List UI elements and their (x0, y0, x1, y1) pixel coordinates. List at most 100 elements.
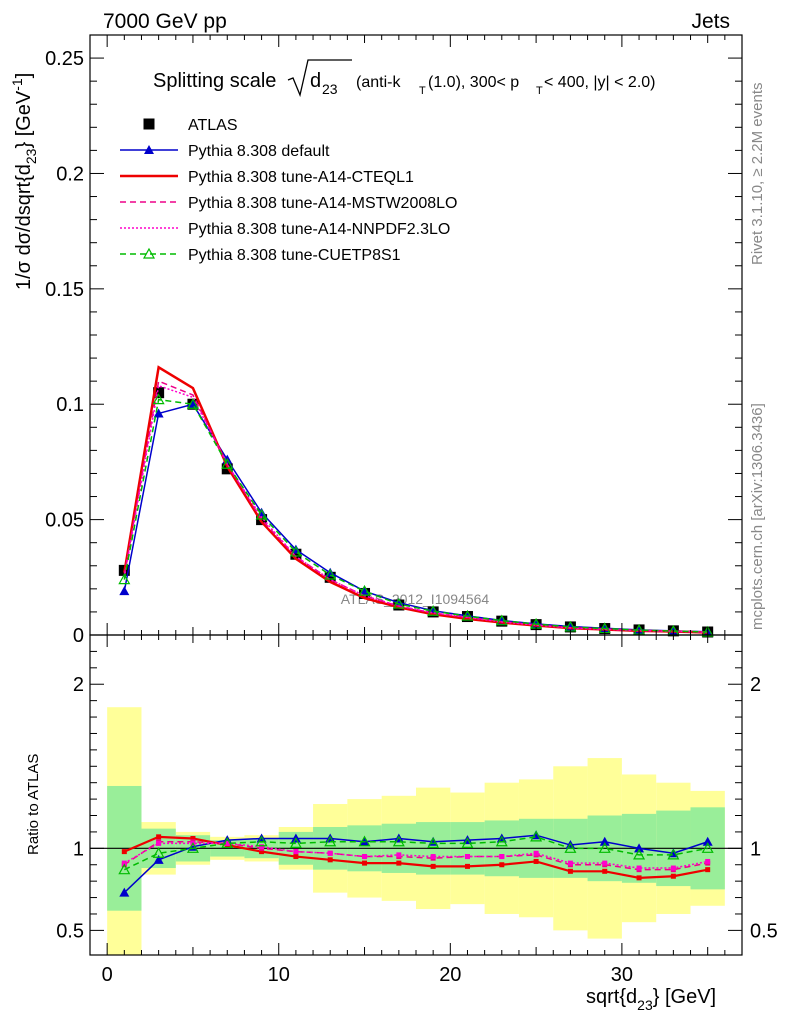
ratio-series-1-point (636, 875, 642, 881)
mcplots-label: mcplots.cern.ch [arXiv:1306.3436] (749, 403, 766, 630)
main-series-0-point (290, 548, 302, 560)
main-series-5-point (495, 614, 508, 626)
ratio-series-3-point (464, 854, 470, 860)
legend-label: Pythia 8.308 tune-A14-CTEQL1 (188, 169, 414, 186)
ratio-series-1-point (567, 868, 573, 874)
x-tick-label: 30 (611, 964, 633, 986)
svg-text:23: 23 (322, 81, 338, 97)
main-series-5-point (427, 604, 440, 616)
ratio-series-4-point (598, 842, 611, 853)
title-rest2-sub: T (536, 85, 543, 97)
ylabel-sup: -1 (9, 78, 25, 91)
svg-text:(1.0), 300< p: (1.0), 300< p (428, 74, 519, 91)
main-series-5-point (186, 397, 199, 409)
ratio-y-tick-label-right: 0.5 (750, 920, 778, 942)
ratio-series-1-point (327, 857, 333, 863)
ratio-panel: 0 10 20 30 0.5 0.5 1 1 2 2 (56, 634, 778, 986)
ratio-series-0-line (123, 834, 708, 894)
ratio-series-4-point (358, 835, 371, 847)
ratio-y-tick-label-right: 2 (750, 674, 761, 696)
x-tick-label: 0 (102, 964, 113, 986)
title-sqrt-d: d (310, 70, 321, 92)
ratio-series-4-point (152, 847, 165, 858)
y-tick-label: 0.25 (45, 48, 84, 70)
ylabel-sub: 23 (23, 148, 39, 164)
legend-label: Pythia 8.308 tune-A14-MSTW2008LO (188, 195, 457, 212)
ratio-series-1-point (259, 849, 265, 855)
main-series-0-point (153, 387, 165, 399)
y-tick-label: 0.05 (45, 510, 84, 532)
ratio-series-4-point (701, 842, 714, 853)
svg-text:(anti-k: (anti-k (356, 74, 401, 91)
ratio-y-tick-label-right: 1 (750, 838, 761, 860)
y-tick-label: 0.2 (56, 163, 84, 185)
legend-swatch-marker (143, 118, 155, 130)
ratio-series-1-point (190, 835, 196, 841)
ratio-series-4-point (118, 863, 131, 875)
ratio-series-1-point (464, 863, 470, 869)
xlabel-part1: sqrt{d (586, 986, 637, 1008)
ratio-series-3-point (430, 854, 436, 860)
legend-label: Pythia 8.308 tune-A14-NNPDF2.3LO (188, 221, 450, 238)
main-series-1-point (153, 408, 164, 418)
ratio-series-4-point (495, 835, 508, 847)
svg-text:T: T (536, 85, 543, 97)
ratio-series-1-point (499, 862, 505, 868)
ratio-series-4-point (633, 848, 646, 860)
ratio-series-3-point (156, 840, 162, 846)
legend-entry: Pythia 8.308 tune-A14-NNPDF2.3LO (120, 221, 450, 238)
ratio-series-4-point (392, 835, 405, 847)
ratio-series-3-point (327, 850, 333, 856)
ratio-series-0-point (153, 854, 164, 864)
ratio-series-3-point (567, 860, 573, 866)
ylabel-mid: } [GeV (13, 90, 35, 148)
main-series-5-point (221, 457, 234, 469)
ylabel-end: ] (13, 73, 35, 79)
svg-text:1/σ dσ/dsqrt{d23} [GeV-1]: 1/σ dσ/dsqrt{d23} [GeV-1] (9, 73, 39, 290)
main-series-5-point (324, 568, 337, 580)
header-right: Jets (691, 10, 730, 33)
legend-swatch-marker (144, 145, 154, 154)
ratio-series-3-point (670, 865, 676, 871)
legend-label: Pythia 8.308 default (188, 143, 330, 160)
title-rest2: (1.0), 300< p (428, 74, 519, 91)
svg-text:T: T (419, 85, 426, 97)
ratio-series-4-point (186, 842, 199, 853)
ratio-series-3-point (602, 860, 608, 866)
ratio-series-1-point (293, 854, 299, 860)
xlabel-end: } [GeV] (653, 986, 716, 1008)
ratio-series-3-point (259, 844, 265, 850)
main-series-5-line (123, 398, 708, 633)
svg-text:sqrt{d23} [GeV]: sqrt{d23} [GeV] (586, 986, 716, 1013)
legend-label: ATLAS (188, 117, 238, 134)
ratio-series-1-point (533, 858, 539, 864)
ratio-y-tick-label: 0.5 (56, 920, 84, 942)
main-series-5-point (255, 508, 268, 520)
legend-entry: Pythia 8.308 tune-A14-MSTW2008LO (120, 195, 457, 212)
svg-text:< 400, |y| < 2.0): < 400, |y| < 2.0) (544, 74, 656, 91)
ratio-ylabel: Ratio to ATLAS (25, 754, 42, 855)
ratio-series-3-line (123, 842, 708, 869)
ratio-series-3-point (293, 849, 299, 855)
header-left: 7000 GeV pp (103, 10, 227, 33)
x-tick-label: 20 (439, 964, 461, 986)
ratio-series-4-point (461, 837, 474, 849)
main-series-5-point (118, 573, 131, 585)
main-series-5-point (358, 584, 371, 596)
plot-title: Splitting scale d 23 (anti-k T (1.0), 30… (153, 59, 656, 98)
main-series-0-point (324, 571, 336, 583)
svg-text:Splitting scale: Splitting scale (153, 70, 276, 92)
ratio-series-4-point (427, 837, 440, 849)
ratio-series-1-point (430, 863, 436, 869)
ratio-y-tick-label: 1 (73, 838, 84, 860)
legend-entry: Pythia 8.308 tune-A14-CTEQL1 (120, 169, 414, 186)
main-series-1-point (359, 586, 370, 596)
ratio-series-4-line (123, 836, 708, 871)
ratio-series-4-point (221, 837, 234, 849)
ratio-y-tick-label: 2 (73, 674, 84, 696)
ratio-series-0-point (702, 836, 713, 846)
title-rest3: < 400, |y| < 2.0) (544, 74, 656, 91)
y-tick-label: 0 (73, 625, 84, 647)
ratio-series-1-point (670, 873, 676, 879)
ratio-series-3-point (396, 852, 402, 858)
